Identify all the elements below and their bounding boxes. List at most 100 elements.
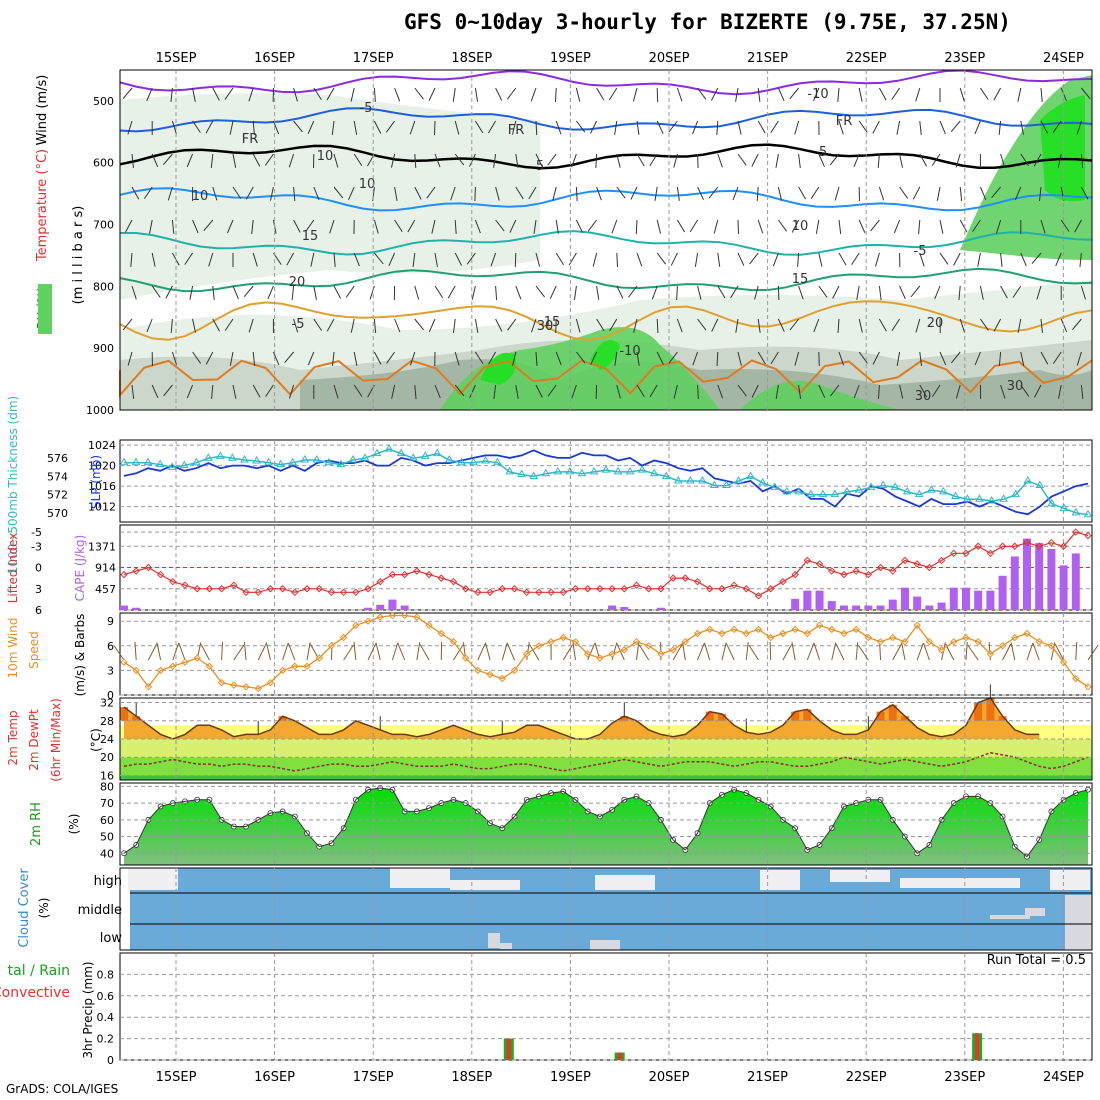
date-label-top: 19SEP bbox=[550, 51, 591, 66]
wind-barb bbox=[227, 219, 234, 234]
wind-barb bbox=[511, 120, 517, 135]
lifted-marker bbox=[535, 588, 543, 596]
rh-tick-label: 40 bbox=[100, 847, 114, 860]
slp-tick-label: 1016 bbox=[88, 480, 116, 493]
wind-barb bbox=[575, 186, 578, 202]
wind-barb-10m bbox=[672, 644, 683, 661]
date-label-top: 21SEP bbox=[747, 51, 788, 66]
temp-tick-label: 16 bbox=[100, 769, 114, 782]
temp-tick-label: 20 bbox=[100, 751, 114, 764]
wind-barb bbox=[872, 120, 880, 134]
wind-barb-10m bbox=[748, 644, 759, 661]
wind-barb bbox=[837, 87, 840, 102]
wind-barb bbox=[533, 219, 537, 234]
pressure-tick: 900 bbox=[93, 342, 114, 355]
wind-barb bbox=[495, 219, 505, 232]
wind-barb bbox=[915, 87, 921, 102]
wind-barb bbox=[248, 318, 254, 333]
wind-barb bbox=[515, 153, 519, 168]
wind-barb bbox=[131, 186, 140, 200]
wind-barb bbox=[596, 285, 600, 300]
wind-barb bbox=[243, 285, 254, 298]
isotherm-5 bbox=[119, 187, 1093, 212]
rh-shading bbox=[740, 380, 900, 410]
temp-axis-label-2: 2m DewPt bbox=[27, 709, 41, 771]
wind-barb bbox=[1079, 252, 1082, 267]
cape-bar bbox=[364, 607, 373, 610]
thickness-marker bbox=[300, 455, 310, 463]
wind-barb bbox=[673, 153, 678, 168]
wind-barb bbox=[284, 351, 294, 364]
wind-barb-10m bbox=[703, 642, 711, 661]
wind-barb bbox=[333, 252, 336, 267]
precip-frame bbox=[119, 952, 1093, 1061]
lifted-marker bbox=[730, 581, 738, 589]
wind-barb-10m bbox=[611, 642, 618, 661]
wind-barb bbox=[474, 351, 484, 365]
wind-barb bbox=[775, 384, 779, 399]
wind-barb-10m bbox=[529, 644, 540, 661]
cape-axis-label: CAPE (J/kg) bbox=[73, 535, 87, 602]
wind-barb bbox=[1000, 384, 1006, 399]
temp-hot bbox=[974, 702, 983, 721]
slp-axis-label: SLP (mb) bbox=[89, 455, 103, 509]
wind-barb bbox=[891, 318, 901, 332]
wind-barb bbox=[373, 318, 377, 333]
cape-bar bbox=[1059, 565, 1068, 610]
wind-barb bbox=[697, 318, 707, 331]
lifted-marker bbox=[852, 567, 860, 575]
wind-barb bbox=[614, 351, 618, 366]
rh-tick-label: 70 bbox=[100, 797, 114, 810]
wind-barb bbox=[810, 186, 820, 200]
wind-barb bbox=[998, 351, 1002, 366]
lifted-marker bbox=[950, 549, 958, 558]
wind-barb bbox=[131, 285, 137, 300]
isotherm-10 bbox=[120, 230, 1093, 256]
rh-area bbox=[124, 788, 1088, 865]
thickness-marker bbox=[685, 476, 695, 484]
wind-barb bbox=[353, 252, 360, 267]
cloud-low-patch bbox=[1065, 895, 1092, 950]
wind-barb bbox=[535, 120, 538, 136]
wind-barb bbox=[896, 351, 901, 366]
wind-barb bbox=[208, 252, 214, 267]
thickness-axis-label: 1000~500mb Thickness (dm) bbox=[6, 396, 20, 574]
temp-axis-label-3: (6hr Min/Max) bbox=[49, 698, 63, 782]
wind-barb bbox=[490, 252, 497, 267]
wind-barb bbox=[1060, 318, 1068, 333]
date-label-bottom: 16SEP bbox=[254, 1070, 295, 1085]
pressure-tick: 500 bbox=[93, 95, 114, 108]
lifted-marker bbox=[632, 581, 641, 589]
contour-label: 10 bbox=[359, 177, 376, 192]
wind-barb bbox=[632, 87, 638, 102]
rh-marker bbox=[1085, 786, 1091, 793]
wind-barb bbox=[151, 252, 156, 267]
thickness-marker bbox=[926, 485, 936, 493]
lifted-marker bbox=[510, 585, 519, 593]
wind-barb-10m bbox=[233, 644, 245, 661]
dewpt-line bbox=[123, 751, 1089, 772]
wind-barb bbox=[488, 351, 497, 365]
wind-barb bbox=[373, 219, 379, 234]
thickness-marker bbox=[131, 457, 141, 466]
lifted-marker bbox=[1047, 539, 1056, 547]
temp-hot bbox=[278, 716, 287, 721]
date-label-top: 20SEP bbox=[649, 51, 690, 66]
wind-barb bbox=[552, 186, 557, 201]
cloud-high-patch bbox=[390, 868, 450, 888]
wind-barb bbox=[777, 186, 783, 201]
date-label-top: 24SEP bbox=[1043, 51, 1084, 66]
lifted-marker bbox=[901, 556, 909, 565]
wind-barb bbox=[151, 153, 159, 168]
date-label-top: 18SEP bbox=[451, 51, 492, 66]
contour-label: -5 bbox=[292, 317, 305, 332]
wind-barb bbox=[407, 219, 416, 233]
wind-barb bbox=[813, 87, 820, 102]
cape-bar bbox=[998, 575, 1007, 610]
wind-barb bbox=[272, 120, 280, 135]
temp-line bbox=[123, 697, 1040, 740]
wind-barb bbox=[757, 318, 761, 333]
wind-barb bbox=[414, 87, 424, 100]
cape-bar bbox=[1071, 553, 1080, 610]
wind-barb bbox=[676, 318, 683, 333]
